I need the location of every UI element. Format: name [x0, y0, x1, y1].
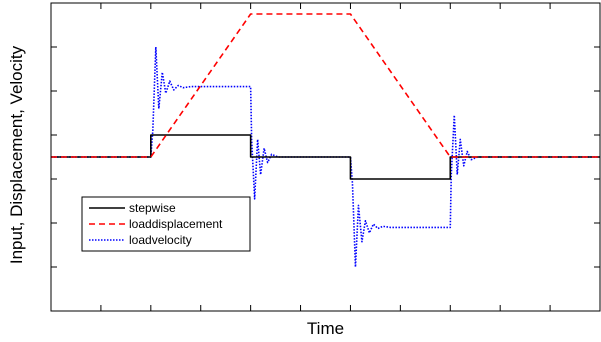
legend-label-loadvelocity: loadvelocity [129, 233, 192, 247]
legend-label-stepwise: stepwise [129, 201, 176, 215]
y-axis-label: Input, Displacement, Velocity [7, 45, 26, 264]
y-ticks [51, 46, 600, 268]
series-line-loadvelocity [51, 46, 600, 268]
series-line-stepwise [51, 134, 600, 180]
legend-label-loaddisplacement: loaddisplacement [129, 217, 223, 231]
series-line-loaddisplacement [51, 13, 600, 158]
x-axis-label: Time [307, 319, 344, 338]
plot-frame [50, 2, 601, 312]
x-ticks [100, 3, 551, 311]
legend: stepwise loaddisplacement loadvelocity [81, 196, 251, 252]
series-layer [51, 13, 600, 268]
legend-entries: stepwise loaddisplacement loadvelocity [89, 201, 223, 247]
